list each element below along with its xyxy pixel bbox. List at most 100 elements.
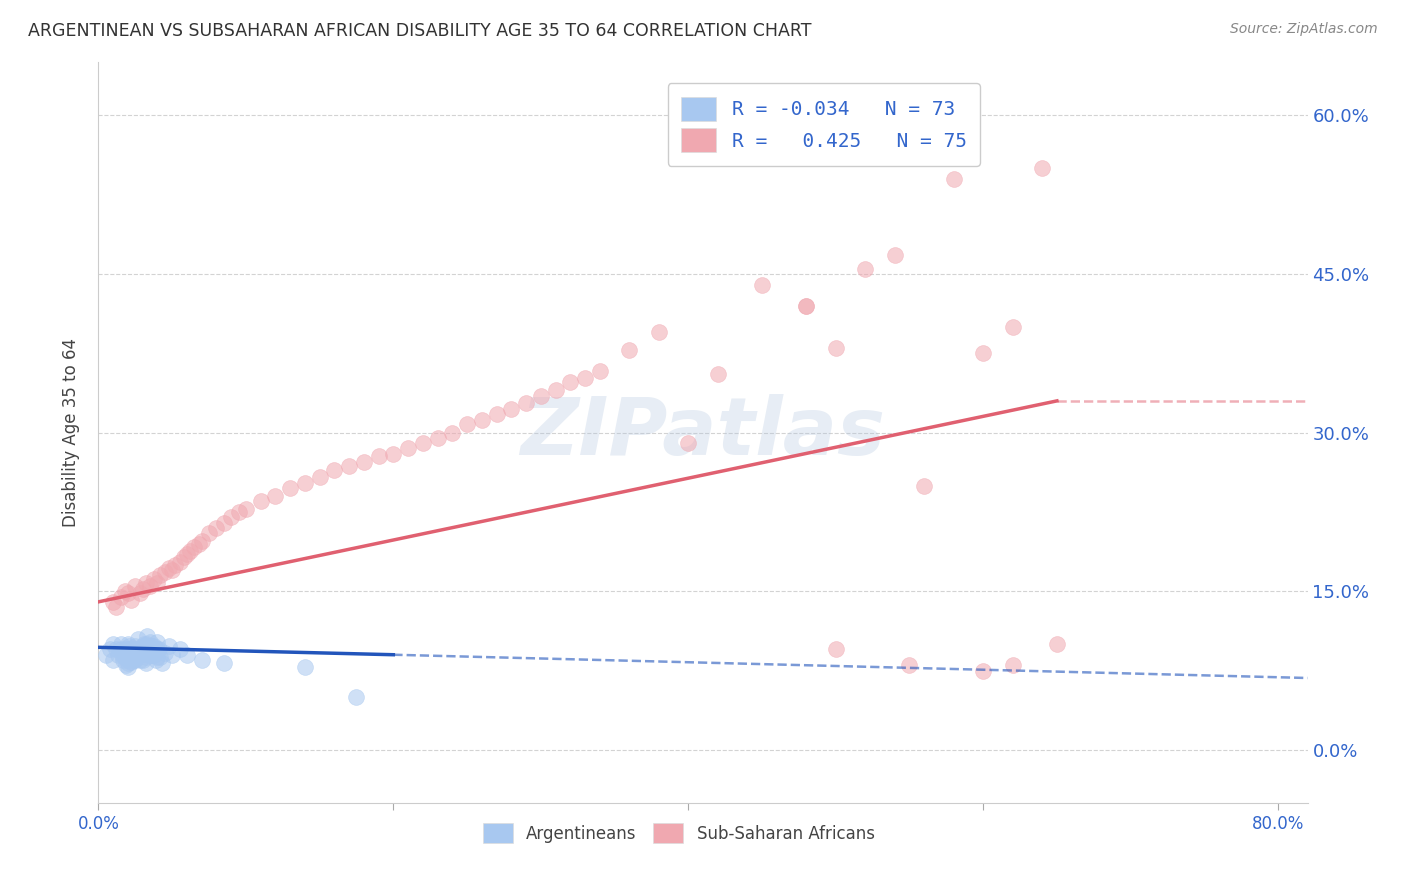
Point bbox=[110, 590, 132, 604]
Point bbox=[515, 396, 537, 410]
Point bbox=[135, 575, 157, 590]
Point bbox=[136, 646, 159, 660]
Point bbox=[117, 586, 139, 600]
Point bbox=[190, 533, 212, 548]
Point bbox=[972, 346, 994, 360]
Point bbox=[412, 436, 434, 450]
Point bbox=[145, 653, 167, 667]
Point bbox=[128, 648, 150, 662]
Point bbox=[278, 481, 301, 495]
Point bbox=[111, 648, 134, 662]
Point bbox=[294, 660, 316, 674]
Point bbox=[706, 368, 728, 382]
Point bbox=[149, 649, 172, 664]
Text: Source: ZipAtlas.com: Source: ZipAtlas.com bbox=[1230, 22, 1378, 37]
Point bbox=[114, 642, 136, 657]
Point bbox=[110, 642, 132, 657]
Point bbox=[121, 649, 143, 664]
Point bbox=[94, 648, 117, 662]
Point bbox=[353, 455, 375, 469]
Point bbox=[148, 642, 170, 657]
Point bbox=[179, 544, 201, 558]
Point bbox=[751, 277, 773, 292]
Point bbox=[105, 600, 128, 615]
Point bbox=[120, 649, 142, 664]
Point bbox=[135, 649, 157, 664]
Point bbox=[160, 563, 183, 577]
Point bbox=[112, 653, 135, 667]
Point bbox=[157, 561, 180, 575]
Point bbox=[308, 470, 330, 484]
Point bbox=[169, 555, 191, 569]
Y-axis label: Disability Age 35 to 64: Disability Age 35 to 64 bbox=[62, 338, 80, 527]
Point bbox=[143, 648, 166, 662]
Point bbox=[264, 489, 287, 503]
Point bbox=[972, 664, 994, 678]
Point bbox=[139, 642, 162, 657]
Point bbox=[150, 656, 173, 670]
Point bbox=[115, 658, 138, 673]
Point bbox=[101, 637, 124, 651]
Point bbox=[219, 510, 242, 524]
Point bbox=[110, 637, 132, 651]
Point bbox=[101, 653, 124, 667]
Point bbox=[898, 658, 921, 673]
Point bbox=[648, 325, 671, 339]
Point bbox=[117, 653, 139, 667]
Point bbox=[530, 389, 553, 403]
Point bbox=[176, 648, 198, 662]
Point bbox=[212, 516, 235, 530]
Point bbox=[136, 629, 159, 643]
Text: ZIPatlas: ZIPatlas bbox=[520, 393, 886, 472]
Text: ARGENTINEAN VS SUBSAHARAN AFRICAN DISABILITY AGE 35 TO 64 CORRELATION CHART: ARGENTINEAN VS SUBSAHARAN AFRICAN DISABI… bbox=[28, 22, 811, 40]
Point bbox=[138, 648, 160, 662]
Point bbox=[131, 582, 153, 596]
Point bbox=[131, 646, 153, 660]
Point bbox=[678, 436, 700, 450]
Point bbox=[120, 655, 142, 669]
Point bbox=[187, 537, 209, 551]
Point bbox=[912, 478, 935, 492]
Point bbox=[114, 584, 136, 599]
Point bbox=[131, 640, 153, 654]
Point bbox=[883, 248, 905, 262]
Point bbox=[323, 462, 346, 476]
Point bbox=[141, 648, 163, 662]
Point bbox=[134, 642, 156, 657]
Point bbox=[456, 417, 478, 432]
Point bbox=[107, 648, 129, 662]
Point bbox=[117, 648, 139, 662]
Point bbox=[169, 642, 191, 657]
Point bbox=[183, 540, 205, 554]
Point bbox=[367, 449, 389, 463]
Point bbox=[205, 521, 228, 535]
Point bbox=[122, 653, 145, 667]
Point bbox=[143, 572, 166, 586]
Point bbox=[124, 646, 146, 660]
Point bbox=[190, 653, 212, 667]
Point bbox=[501, 402, 523, 417]
Point bbox=[149, 568, 172, 582]
Point bbox=[128, 653, 150, 667]
Point bbox=[441, 425, 464, 440]
Point bbox=[485, 407, 508, 421]
Point bbox=[1001, 319, 1024, 334]
Point bbox=[142, 646, 165, 660]
Point bbox=[1046, 637, 1069, 651]
Point bbox=[143, 640, 166, 654]
Point bbox=[139, 579, 162, 593]
Point bbox=[619, 343, 641, 358]
Point bbox=[115, 646, 138, 660]
Point bbox=[382, 447, 405, 461]
Point bbox=[589, 364, 612, 378]
Point bbox=[127, 642, 149, 657]
Point bbox=[118, 640, 141, 654]
Point bbox=[120, 592, 142, 607]
Point bbox=[165, 558, 187, 572]
Point bbox=[157, 640, 180, 654]
Point bbox=[121, 642, 143, 657]
Point bbox=[146, 649, 169, 664]
Point bbox=[824, 341, 846, 355]
Point bbox=[139, 635, 162, 649]
Point bbox=[337, 459, 360, 474]
